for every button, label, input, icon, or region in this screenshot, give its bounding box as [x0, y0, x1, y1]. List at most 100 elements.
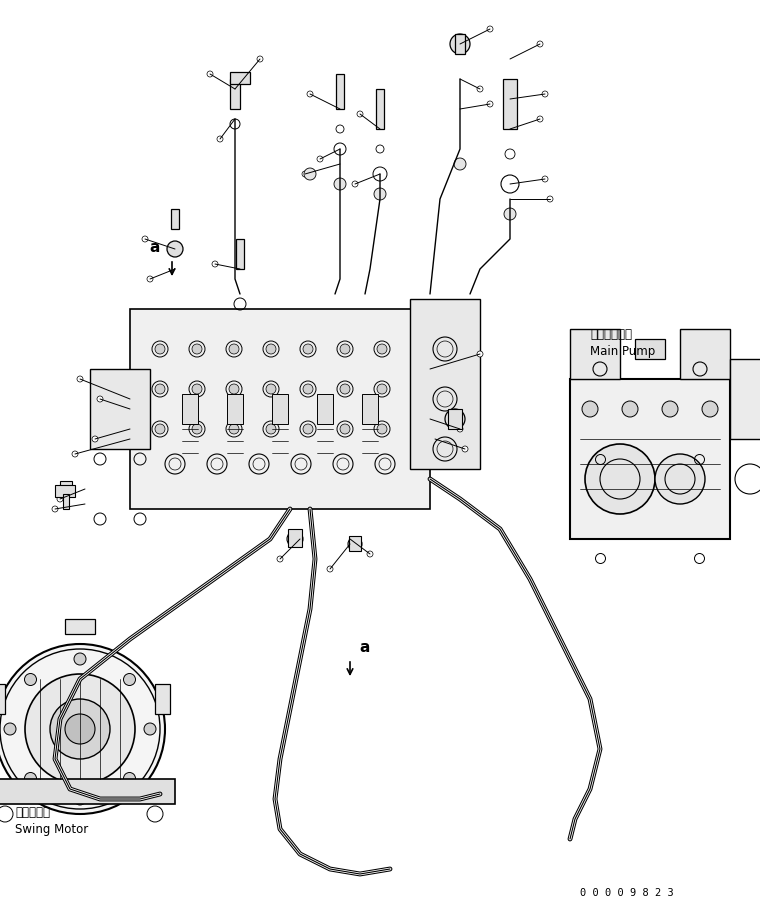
- Circle shape: [97, 397, 103, 402]
- Circle shape: [450, 35, 470, 55]
- Bar: [349, 537, 361, 551]
- Bar: [410, 299, 480, 469]
- Bar: [171, 210, 179, 230]
- Circle shape: [72, 452, 78, 457]
- Circle shape: [377, 425, 387, 435]
- Circle shape: [487, 102, 493, 108]
- Text: a: a: [150, 240, 160, 255]
- Circle shape: [487, 27, 493, 33]
- Circle shape: [327, 566, 333, 573]
- Bar: [448, 410, 462, 429]
- Circle shape: [367, 551, 373, 557]
- Bar: [376, 90, 384, 130]
- Circle shape: [57, 496, 63, 502]
- Circle shape: [377, 345, 387, 354]
- Bar: [272, 394, 288, 425]
- Circle shape: [24, 674, 36, 686]
- Circle shape: [192, 384, 202, 394]
- Circle shape: [377, 384, 387, 394]
- Circle shape: [457, 427, 463, 433]
- Circle shape: [352, 182, 358, 188]
- Circle shape: [266, 345, 276, 354]
- Circle shape: [462, 446, 468, 453]
- Bar: [230, 73, 250, 85]
- Circle shape: [266, 425, 276, 435]
- Text: Main Pump: Main Pump: [590, 345, 655, 358]
- Circle shape: [340, 345, 350, 354]
- Circle shape: [582, 401, 598, 418]
- Circle shape: [622, 401, 638, 418]
- Bar: [55, 485, 75, 497]
- Circle shape: [340, 425, 350, 435]
- Circle shape: [229, 425, 239, 435]
- Bar: [503, 80, 517, 130]
- Circle shape: [144, 723, 156, 735]
- Circle shape: [287, 531, 303, 548]
- Circle shape: [357, 112, 363, 118]
- Circle shape: [123, 674, 135, 686]
- Text: 0 0 0 0 9 8 2 3: 0 0 0 0 9 8 2 3: [580, 887, 674, 897]
- Bar: [570, 329, 620, 380]
- Bar: [288, 529, 302, 548]
- Circle shape: [302, 171, 308, 178]
- Circle shape: [537, 42, 543, 48]
- Circle shape: [229, 345, 239, 354]
- Circle shape: [348, 538, 362, 551]
- Circle shape: [542, 92, 548, 98]
- Text: 旋回モータ: 旋回モータ: [15, 805, 50, 819]
- Bar: [730, 360, 760, 439]
- Bar: [60, 482, 72, 490]
- Circle shape: [585, 445, 655, 514]
- Circle shape: [192, 425, 202, 435]
- Bar: [130, 309, 430, 510]
- Circle shape: [74, 793, 86, 805]
- Circle shape: [0, 644, 165, 815]
- Circle shape: [317, 157, 323, 163]
- Circle shape: [702, 401, 718, 418]
- Bar: [0, 779, 175, 804]
- Bar: [227, 394, 243, 425]
- Text: a: a: [359, 640, 370, 655]
- Circle shape: [123, 773, 135, 785]
- Circle shape: [155, 345, 165, 354]
- Bar: [570, 380, 730, 539]
- Circle shape: [454, 159, 466, 170]
- Circle shape: [212, 262, 218, 268]
- Circle shape: [374, 189, 386, 201]
- Circle shape: [229, 384, 239, 394]
- Circle shape: [340, 384, 350, 394]
- Circle shape: [65, 714, 95, 744]
- Circle shape: [477, 87, 483, 93]
- Circle shape: [155, 384, 165, 394]
- Circle shape: [167, 242, 183, 258]
- Circle shape: [142, 236, 148, 243]
- Bar: [90, 370, 150, 449]
- Circle shape: [217, 137, 223, 143]
- Circle shape: [655, 455, 705, 504]
- Bar: [236, 240, 244, 270]
- Circle shape: [303, 384, 313, 394]
- Bar: [317, 394, 333, 425]
- Circle shape: [77, 376, 83, 382]
- Bar: [455, 35, 465, 55]
- Bar: [182, 394, 198, 425]
- Circle shape: [52, 506, 58, 512]
- Circle shape: [445, 410, 465, 429]
- Circle shape: [304, 169, 316, 180]
- Circle shape: [207, 72, 213, 78]
- Bar: [680, 329, 730, 380]
- Bar: [155, 685, 170, 714]
- Bar: [362, 394, 378, 425]
- Text: Swing Motor: Swing Motor: [15, 823, 88, 835]
- Circle shape: [24, 773, 36, 785]
- Circle shape: [50, 699, 110, 759]
- Circle shape: [277, 557, 283, 562]
- Circle shape: [92, 437, 98, 443]
- Circle shape: [504, 208, 516, 221]
- Circle shape: [4, 723, 16, 735]
- Circle shape: [303, 345, 313, 354]
- Bar: [336, 75, 344, 110]
- Circle shape: [266, 384, 276, 394]
- Circle shape: [303, 425, 313, 435]
- Circle shape: [537, 117, 543, 123]
